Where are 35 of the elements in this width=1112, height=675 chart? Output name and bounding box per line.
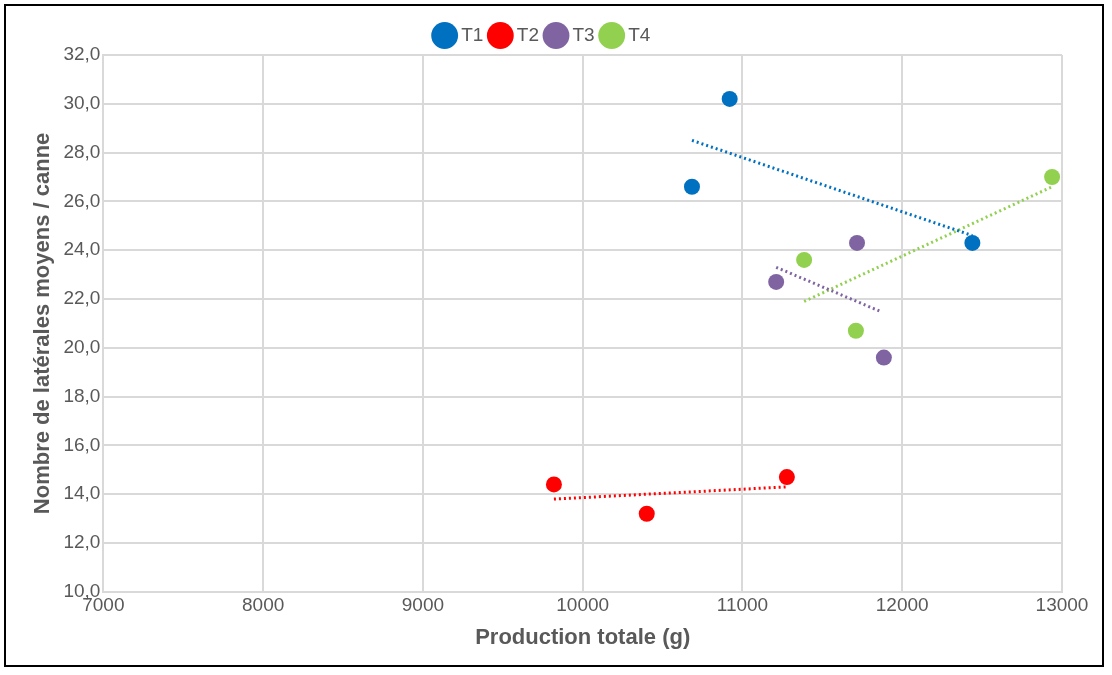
point xyxy=(778,469,795,486)
x-tick-label: 11000 xyxy=(716,594,769,616)
point xyxy=(964,234,981,251)
x-tick-label: 8000 xyxy=(242,594,285,616)
y-tick-label: 30,0 xyxy=(63,92,101,114)
point xyxy=(638,505,655,522)
y-tick-label: 28,0 xyxy=(63,140,101,162)
point xyxy=(847,322,864,339)
legend-label: T2 xyxy=(516,23,540,45)
y-tick-label: 26,0 xyxy=(63,189,101,211)
x-axis-title: Production totale (g) xyxy=(475,623,691,649)
y-tick-label: 12,0 xyxy=(63,531,101,553)
x-tick-label: 9000 xyxy=(401,594,445,616)
y-tick-label: 18,0 xyxy=(63,384,101,406)
x-tick-label: 10000 xyxy=(556,594,610,616)
y-tick-label: 14,0 xyxy=(63,482,101,504)
y-tick-label: 22,0 xyxy=(63,287,101,309)
y-tick-label: 20,0 xyxy=(63,336,101,358)
point xyxy=(875,349,892,366)
x-tick-label: 13000 xyxy=(1035,594,1089,616)
y-axis-title: Nombre de latérales moyens / canne xyxy=(29,132,55,515)
point xyxy=(545,476,562,493)
point xyxy=(721,90,738,107)
point xyxy=(1044,169,1061,185)
point xyxy=(683,178,700,195)
y-tick-label: 24,0 xyxy=(63,238,101,260)
y-tick-label: 32,0 xyxy=(63,43,101,65)
x-tick-label: 12000 xyxy=(875,594,929,616)
legend-label: T3 xyxy=(572,23,595,45)
y-tick-label: 16,0 xyxy=(63,433,101,455)
legend-label: T4 xyxy=(628,23,651,45)
point xyxy=(768,273,785,290)
legend-label: T1 xyxy=(461,23,484,45)
point xyxy=(849,234,866,251)
point xyxy=(796,251,813,268)
